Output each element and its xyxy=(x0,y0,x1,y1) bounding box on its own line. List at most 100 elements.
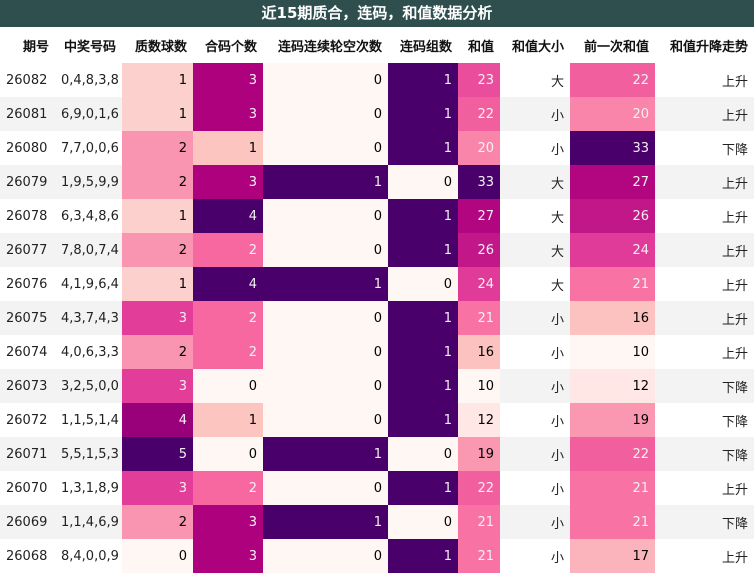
table-cell: 5,5,1,5,3 xyxy=(55,437,122,471)
table-cell: 0 xyxy=(388,505,458,539)
table-cell: 0 xyxy=(263,97,388,131)
table-cell: 10 xyxy=(458,369,500,403)
table-cell: 22 xyxy=(458,97,500,131)
table-cell: 7,7,0,0,6 xyxy=(61,140,119,156)
table-cell: 小 xyxy=(550,142,564,158)
table-cell: 1 xyxy=(263,505,388,539)
table-cell: 上升 xyxy=(721,482,748,498)
column-header: 和值大小 xyxy=(511,39,564,55)
table-cell: 3 xyxy=(122,301,193,335)
table-cell: 24 xyxy=(458,267,500,301)
table-cell: 26073 xyxy=(0,369,55,403)
table-cell: 2 xyxy=(122,335,193,369)
table-cell: 1,1,5,1,4 xyxy=(61,412,119,428)
table-row: 26079 1,9,5,9,9 2 3 1 0 33 大 27 上升 xyxy=(0,165,754,199)
table-cell: 1 xyxy=(388,369,458,403)
table-cell: 0,4,8,3,8 xyxy=(61,72,119,88)
table-cell: 小 xyxy=(500,437,570,471)
table-cell: 4 xyxy=(193,199,263,233)
table-cell: 1 xyxy=(388,539,458,573)
table-cell: 小 xyxy=(550,482,564,498)
table-cell: 16 xyxy=(570,301,655,335)
table-cell: 0 xyxy=(263,199,388,233)
table-cell: 1 xyxy=(263,437,388,471)
table-cell: 4,1,9,6,4 xyxy=(61,276,119,292)
table-cell: 上升 xyxy=(721,210,748,226)
table-cell: 23 xyxy=(458,63,500,97)
table-cell: 0 xyxy=(263,403,388,437)
table-cell: 26078 xyxy=(6,208,48,224)
table-cell: 1 xyxy=(388,233,458,267)
table-cell: 0 xyxy=(388,165,458,199)
table-cell: 8,4,0,0,9 xyxy=(61,548,119,564)
table-cell: 1 xyxy=(263,267,388,301)
table-cell: 上升 xyxy=(655,165,754,199)
table-row: 26075 4,3,7,4,3 3 2 0 1 21 小 16 上升 xyxy=(0,301,754,335)
table-cell: 1 xyxy=(388,199,458,233)
table-cell: 7,8,0,7,4 xyxy=(55,233,122,267)
table-cell: 27 xyxy=(570,165,655,199)
table-cell: 6,3,4,8,6 xyxy=(61,208,119,224)
table-cell: 27 xyxy=(458,199,500,233)
table-cell: 26074 xyxy=(6,344,48,360)
table-cell: 2 xyxy=(122,505,193,539)
table-cell: 3 xyxy=(193,63,263,97)
table-cell: 大 xyxy=(550,74,564,90)
table-cell: 10 xyxy=(570,335,655,369)
table-row: 26081 6,9,0,1,6 1 3 0 1 22 小 20 上升 xyxy=(0,97,754,131)
column-header: 合码个数 xyxy=(204,39,257,55)
table-cell: 1 xyxy=(122,267,193,301)
table-cell: 上升 xyxy=(721,550,748,566)
table-cell: 26079 xyxy=(0,165,55,199)
table-cell: 0 xyxy=(263,335,388,369)
table-cell: 26081 xyxy=(0,97,55,131)
table-cell: 0 xyxy=(263,539,388,573)
table-cell: 22 xyxy=(458,471,500,505)
table-cell: 21 xyxy=(570,505,655,539)
table-cell: 20 xyxy=(570,97,655,131)
column-header: 和值升降走势 xyxy=(669,39,748,55)
table-cell: 1,1,4,6,9 xyxy=(55,505,122,539)
table-cell: 小 xyxy=(500,369,570,403)
table-cell: 1 xyxy=(388,335,458,369)
table-row: 26069 1,1,4,6,9 2 3 1 0 21 小 21 下降 xyxy=(0,505,754,539)
table-cell: 1,9,5,9,9 xyxy=(55,165,122,199)
table-cell: 6,9,0,1,6 xyxy=(55,97,122,131)
table-cell: 下降 xyxy=(655,505,754,539)
table-cell: 26 xyxy=(458,233,500,267)
table-cell: 1 xyxy=(122,199,193,233)
table-cell: 12 xyxy=(458,403,500,437)
table-cell: 3 xyxy=(193,97,263,131)
table-cell: 21 xyxy=(458,539,500,573)
table-cell: 26069 xyxy=(0,505,55,539)
table-row: 26073 3,2,5,0,0 3 0 0 1 10 小 12 下降 xyxy=(0,369,754,403)
table-cell: 1 xyxy=(193,403,263,437)
table-cell: 下降 xyxy=(655,437,754,471)
table-cell: 小 xyxy=(500,97,570,131)
data-table: 期号 中奖号码 质数球数 合码个数 连码连续轮空次数 连码组数 和值 和值大小 前一次和值 和值升… xyxy=(0,27,754,573)
table-row: 26080 7,7,0,0,6 2 1 0 1 20 小 33 下降 xyxy=(0,131,754,165)
table-cell: 0 xyxy=(263,233,388,267)
table-cell: 21 xyxy=(458,301,500,335)
column-header: 期号 xyxy=(22,39,49,55)
table-body: 26082 0,4,8,3,8 1 3 0 1 23 大 22 上升 26081 6,9,0,1,6 1… xyxy=(0,63,754,573)
table-cell: 3,2,5,0,0 xyxy=(55,369,122,403)
table-cell: 1 xyxy=(388,97,458,131)
table-row: 26070 1,3,1,8,9 3 2 0 1 22 小 21 上升 xyxy=(0,471,754,505)
table-cell: 17 xyxy=(570,539,655,573)
table-cell: 1 xyxy=(122,97,193,131)
table-cell: 26075 xyxy=(0,301,55,335)
table-cell: 小 xyxy=(500,301,570,335)
table-title: 近15期质合，连码，和值数据分析 xyxy=(0,0,754,27)
table-cell: 22 xyxy=(570,63,655,97)
table-cell: 26080 xyxy=(6,140,48,156)
table-row: 26082 0,4,8,3,8 1 3 0 1 23 大 22 上升 xyxy=(0,63,754,97)
table-cell: 上升 xyxy=(655,97,754,131)
table-cell: 12 xyxy=(570,369,655,403)
table-row: 26071 5,5,1,5,3 5 0 1 0 19 小 22 下降 xyxy=(0,437,754,471)
table-cell: 19 xyxy=(458,437,500,471)
table-cell: 1 xyxy=(263,165,388,199)
table-cell: 0 xyxy=(263,301,388,335)
table-cell: 21 xyxy=(570,267,655,301)
table-cell: 21 xyxy=(458,505,500,539)
